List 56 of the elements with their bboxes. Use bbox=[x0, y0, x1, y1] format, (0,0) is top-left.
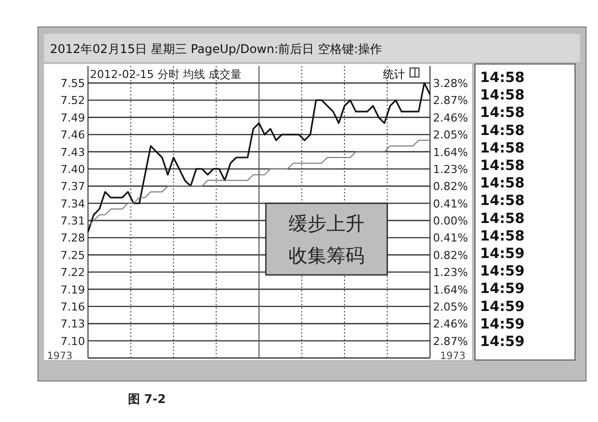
text: 14:58 bbox=[480, 228, 525, 244]
y-tick-label: 7.34 bbox=[60, 197, 85, 210]
y-tick-label: 7.16 bbox=[60, 300, 85, 314]
chart-subtitle: 2012-02-15 分时 均线 成交量 bbox=[90, 68, 242, 81]
y2-tick-label: 1.23% bbox=[433, 266, 468, 280]
text: 14:59 bbox=[480, 334, 525, 350]
text: 1973 bbox=[440, 351, 466, 362]
y2-tick-label: 0.82% bbox=[433, 248, 468, 262]
text: 14:58 bbox=[480, 122, 525, 139]
text: 14:58 bbox=[480, 70, 525, 86]
text: 14:59 bbox=[480, 246, 525, 262]
y-tick-label: 7.28 bbox=[60, 232, 85, 245]
y2-tick-label: 0.41% bbox=[433, 232, 468, 245]
y2-tick-label: 0.00% bbox=[433, 214, 468, 228]
y-tick-label: 7.40 bbox=[60, 162, 85, 176]
y2-tick-label: 0.41% bbox=[433, 197, 468, 210]
text: 14:59 bbox=[480, 298, 525, 315]
y2-tick-label: 1.64% bbox=[433, 283, 468, 296]
y2-tick-label: 0.82% bbox=[433, 180, 468, 194]
text: 1973 bbox=[47, 351, 72, 362]
y2-tick-label: 1.23% bbox=[433, 162, 468, 176]
text: 14:58 bbox=[480, 176, 525, 192]
text: 14:59 bbox=[480, 281, 525, 298]
text: 统计 bbox=[383, 68, 405, 81]
text: 14:59 bbox=[480, 316, 525, 332]
y-tick-label: 7.13 bbox=[60, 318, 85, 331]
y2-tick-label: 2.05% bbox=[433, 300, 468, 314]
y2-tick-label: 2.05% bbox=[433, 128, 468, 142]
y2-tick-label: 2.87% bbox=[433, 334, 468, 348]
y2-tick-label: 2.46% bbox=[433, 318, 468, 331]
y-tick-label: 7.31 bbox=[60, 214, 85, 228]
text: 14:59 bbox=[480, 264, 525, 280]
y-tick-label: 7.52 bbox=[60, 94, 85, 108]
y-tick-label: 7.19 bbox=[60, 283, 85, 296]
y2-tick-label: 1.64% bbox=[433, 146, 468, 159]
text: 14:58 bbox=[480, 105, 525, 122]
y-tick-label: 7.22 bbox=[60, 266, 85, 280]
y-tick-label: 7.10 bbox=[60, 334, 85, 348]
text: 14:58 bbox=[480, 88, 525, 104]
chart-title: 2012年02月15日 星期三 PageUp/Down:前后日 空格键:操作 bbox=[50, 42, 382, 56]
y-tick-label: 7.25 bbox=[60, 248, 85, 262]
y-tick-label: 7.43 bbox=[60, 146, 85, 159]
text: 14:58 bbox=[480, 158, 525, 174]
y2-tick-label: 3.28% bbox=[433, 77, 468, 90]
text: 14:58 bbox=[480, 193, 525, 210]
caption: 图 7-2 bbox=[128, 392, 166, 406]
text: 14:58 bbox=[480, 210, 525, 227]
y-tick-label: 7.46 bbox=[60, 128, 85, 142]
annotation: 缓步上升收集筹码 bbox=[288, 213, 365, 268]
y-tick-label: 7.49 bbox=[60, 111, 85, 124]
y-tick-label: 7.55 bbox=[60, 77, 85, 90]
text: 14:58 bbox=[480, 140, 525, 156]
y2-tick-label: 2.46% bbox=[433, 111, 468, 124]
y2-tick-label: 2.87% bbox=[433, 94, 468, 108]
line-series bbox=[87, 82, 431, 233]
y-tick-label: 7.37 bbox=[60, 180, 85, 194]
